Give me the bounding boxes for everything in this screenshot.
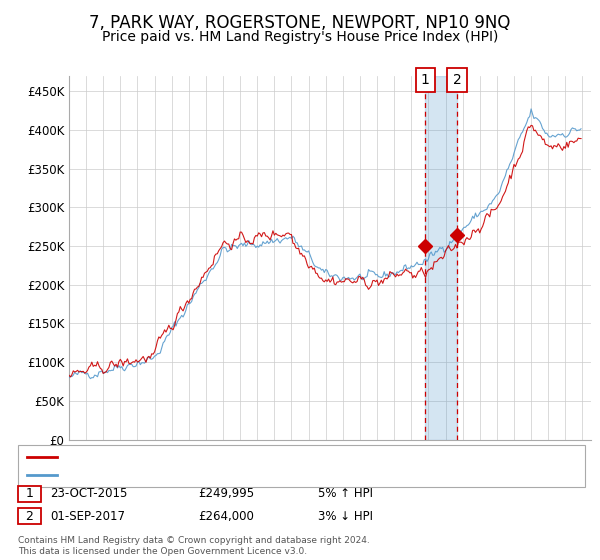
Text: £264,000: £264,000 [198,510,254,523]
Text: 2: 2 [452,73,461,87]
Bar [425,76,457,440]
Text: 2: 2 [25,510,34,523]
Text: 1: 1 [25,487,34,501]
Text: 7, PARK WAY, ROGERSTONE, NEWPORT, NP10 9NQ: 7, PARK WAY, ROGERSTONE, NEWPORT, NP10 9… [89,14,511,32]
Text: £249,995: £249,995 [198,487,254,501]
Text: 3% ↓ HPI: 3% ↓ HPI [318,510,373,523]
Text: HPI: Average price, detached house, Newport: HPI: Average price, detached house, Newp… [63,470,300,480]
Text: Contains HM Land Registry data © Crown copyright and database right 2024.
This d: Contains HM Land Registry data © Crown c… [18,536,370,556]
Text: Price paid vs. HM Land Registry's House Price Index (HPI): Price paid vs. HM Land Registry's House … [102,30,498,44]
Text: 23-OCT-2015: 23-OCT-2015 [50,487,127,501]
Text: 01-SEP-2017: 01-SEP-2017 [50,510,125,523]
Text: 5% ↑ HPI: 5% ↑ HPI [318,487,373,501]
Text: 1: 1 [421,73,430,87]
Text: 7, PARK WAY, ROGERSTONE, NEWPORT, NP10 9NQ (detached house): 7, PARK WAY, ROGERSTONE, NEWPORT, NP10 9… [63,452,420,462]
